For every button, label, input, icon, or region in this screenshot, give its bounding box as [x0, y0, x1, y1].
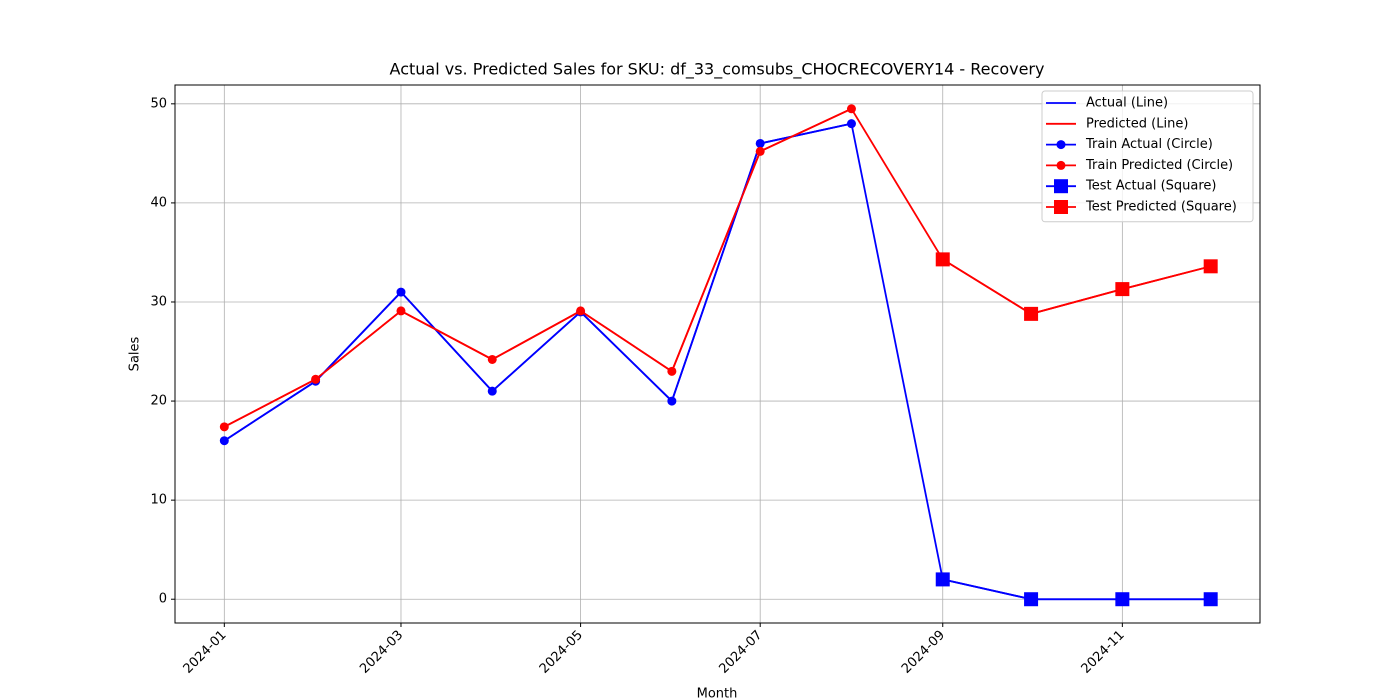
data-point [487, 386, 497, 396]
data-point [396, 287, 406, 297]
legend-marker [1054, 200, 1068, 214]
data-point [755, 138, 765, 148]
data-point [1115, 282, 1130, 297]
data-point [846, 104, 856, 114]
data-point [1203, 259, 1218, 274]
x-tick-label: 2024-09 [899, 628, 948, 677]
x-tick-label: 2024-11 [1079, 628, 1128, 677]
legend-marker [1054, 179, 1068, 194]
legend-label: Test Actual (Square) [1085, 179, 1217, 194]
y-tick-label: 0 [159, 592, 167, 607]
series-line [942, 578, 1211, 601]
x-tick-label: 2024-05 [537, 628, 586, 677]
legend-marker [1056, 140, 1066, 150]
data-point [219, 422, 229, 432]
x-tick-label: 2024-07 [716, 628, 765, 677]
legend-marker [1056, 160, 1066, 170]
data-point [311, 374, 321, 384]
data-point [576, 306, 586, 316]
y-tick-label: 20 [150, 394, 167, 409]
series-line [942, 258, 1211, 315]
data-point [1115, 592, 1130, 607]
legend-label: Predicted (Line) [1086, 116, 1188, 131]
data-point [487, 354, 497, 364]
x-axis-label: Month [697, 687, 738, 700]
data-point [1203, 592, 1218, 607]
data-point [667, 396, 677, 406]
data-point [219, 436, 229, 446]
data-point [935, 572, 950, 587]
data-point [846, 119, 856, 129]
legend-box [1041, 90, 1254, 223]
data-point [935, 252, 950, 267]
data-point [667, 366, 677, 376]
x-tick-label: 2024-03 [357, 628, 406, 677]
legend-label: Test Predicted (Square) [1085, 200, 1237, 215]
legend-label: Train Actual (Circle) [1085, 137, 1213, 152]
series-line [223, 107, 852, 428]
y-axis-label: Sales [128, 336, 143, 371]
data-point [755, 146, 765, 156]
legend-label: Train Predicted (Circle) [1085, 158, 1233, 173]
data-point [396, 306, 406, 316]
y-tick-label: 40 [150, 195, 167, 210]
chart-title: Actual vs. Predicted Sales for SKU: df_3… [390, 60, 1045, 80]
y-tick-label: 30 [150, 294, 167, 309]
series-line [223, 122, 852, 442]
plot-frame [174, 84, 1261, 624]
legend-label: Actual (Line) [1086, 96, 1168, 111]
data-point [1024, 592, 1039, 607]
y-tick-label: 10 [150, 493, 167, 508]
legend: Actual (Line) Predicted (Line) Train Actua… [1041, 90, 1254, 223]
data-point [1024, 306, 1039, 321]
y-tick-label: 50 [150, 96, 167, 111]
x-tick-label: 2024-01 [181, 628, 230, 677]
